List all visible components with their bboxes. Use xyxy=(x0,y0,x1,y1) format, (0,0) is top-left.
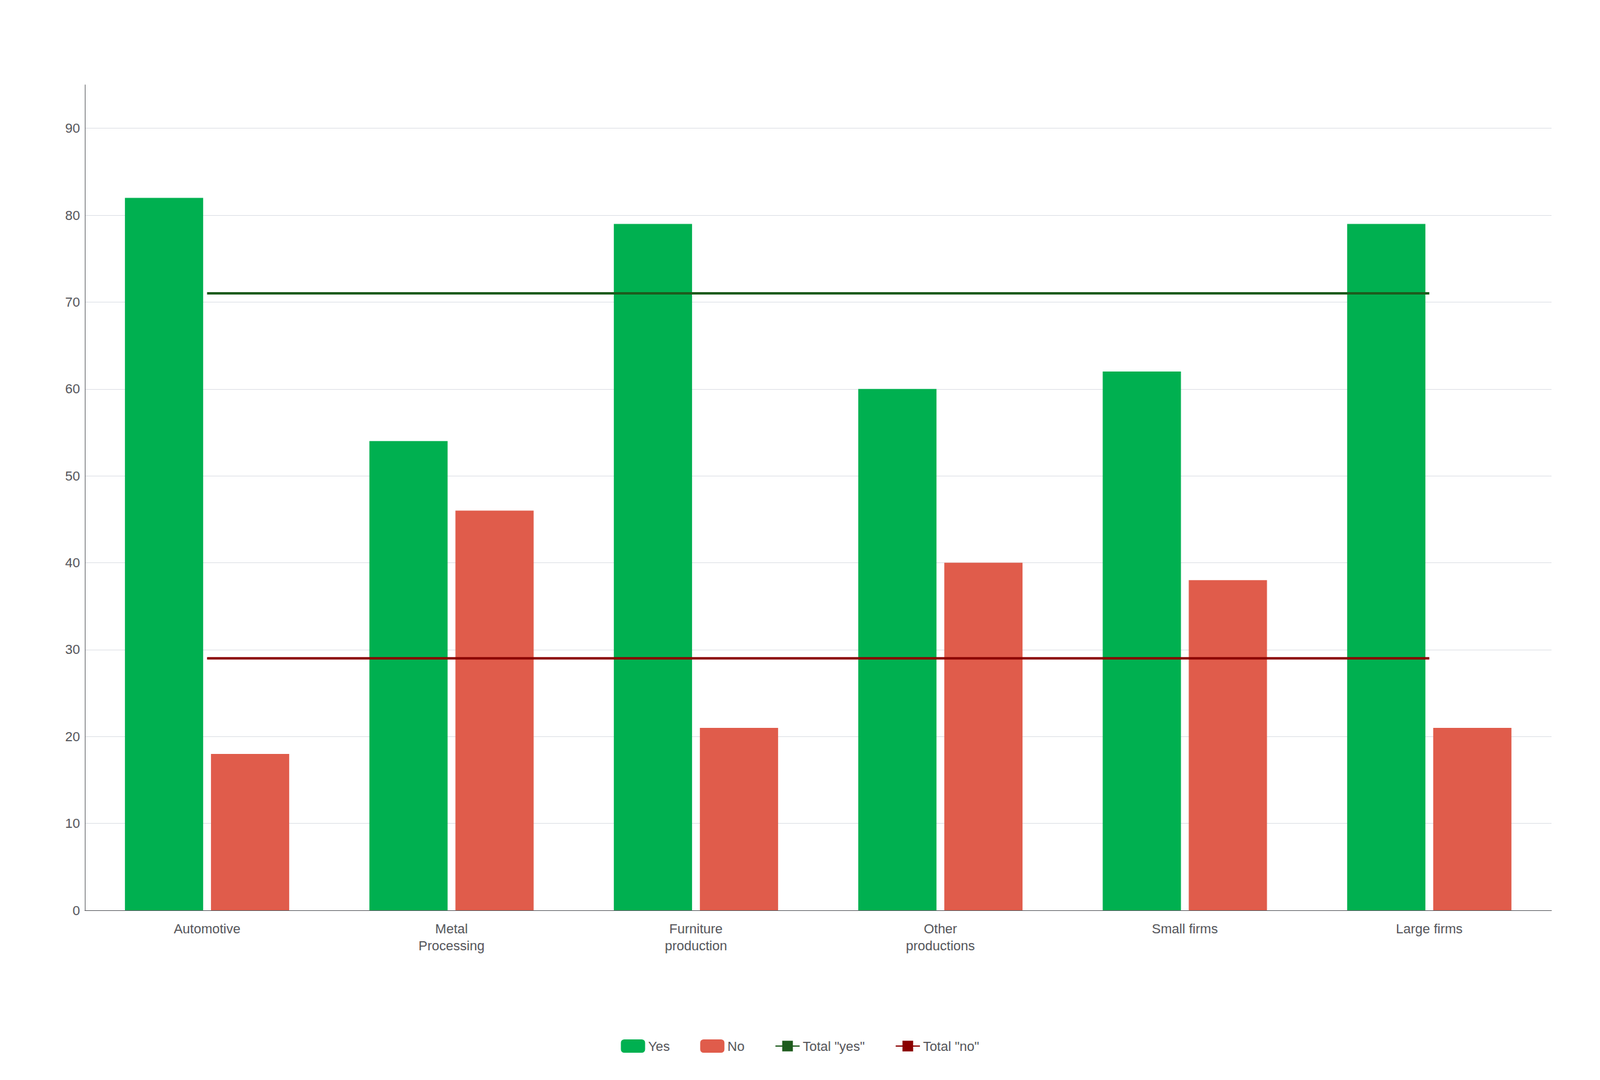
svg-text:80: 80 xyxy=(65,207,80,224)
svg-text:70: 70 xyxy=(65,294,80,310)
svg-text:Total "no": Total "no" xyxy=(923,1038,980,1054)
svg-text:Metal: Metal xyxy=(435,921,468,937)
svg-text:0: 0 xyxy=(72,903,80,919)
svg-text:60: 60 xyxy=(65,381,80,397)
svg-text:90: 90 xyxy=(65,120,80,136)
svg-text:40: 40 xyxy=(65,555,80,571)
svg-text:10: 10 xyxy=(65,815,80,831)
svg-text:Furniture: Furniture xyxy=(669,921,723,937)
svg-text:Processing: Processing xyxy=(418,938,485,954)
svg-text:Large firms: Large firms xyxy=(1395,921,1463,937)
svg-text:productions: productions xyxy=(906,938,976,954)
svg-text:Automotive: Automotive xyxy=(173,921,241,937)
svg-text:Other: Other xyxy=(923,921,957,937)
svg-text:Total "yes": Total "yes" xyxy=(802,1038,865,1054)
svg-text:No: No xyxy=(727,1038,745,1054)
svg-text:30: 30 xyxy=(65,641,80,657)
svg-text:20: 20 xyxy=(65,729,80,745)
svg-text:production: production xyxy=(664,938,728,954)
svg-text:50: 50 xyxy=(65,468,80,484)
svg-text:Small firms: Small firms xyxy=(1152,921,1219,937)
svg-text:Yes: Yes xyxy=(647,1038,670,1054)
